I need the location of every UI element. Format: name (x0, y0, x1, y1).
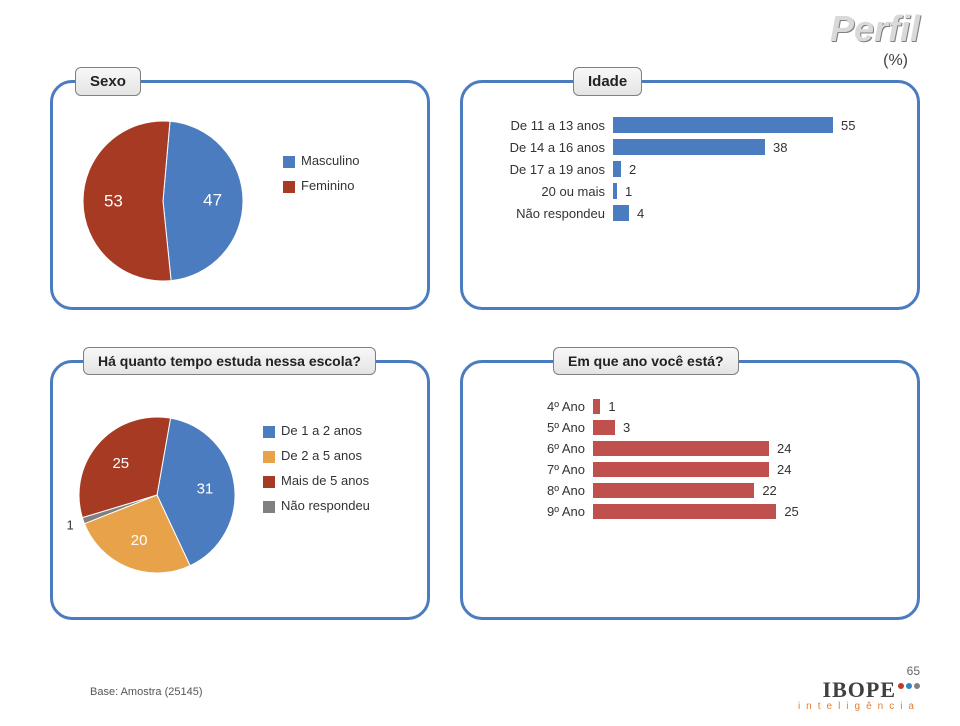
bar-label: 20 ou mais (483, 184, 613, 199)
page-subtitle: (%) (883, 52, 908, 70)
bar-row: 8º Ano 22 (523, 483, 877, 498)
pie-slice (83, 121, 171, 281)
bar-value: 1 (625, 184, 632, 199)
legend-item: De 2 a 5 anos (263, 448, 370, 463)
pie-value-label: 47 (203, 191, 222, 210)
legend-item: Masculino (283, 153, 360, 168)
panel-sexo-label: Sexo (75, 67, 141, 96)
bar-rect (613, 205, 629, 221)
panel-idade-label: Idade (573, 67, 642, 96)
bar-chart-ano: 4º Ano 1 5º Ano 3 6º Ano 24 7º Ano 24 8º Ano 22 9º… (523, 393, 877, 525)
bar-value: 22 (762, 483, 776, 498)
bar-value: 1 (608, 399, 615, 414)
bar-rect (593, 441, 769, 456)
legend-label: Mais de 5 anos (281, 473, 369, 488)
bar-label: De 11 a 13 anos (483, 118, 613, 133)
legend-swatch (283, 181, 295, 193)
legend-swatch (263, 426, 275, 438)
footer-logo: IBOPE inteligência (798, 677, 920, 712)
bar-value: 2 (629, 162, 636, 177)
panel-idade: Idade De 11 a 13 anos55De 14 a 16 anos38… (460, 80, 920, 310)
bar-rect (593, 504, 776, 519)
bar-row: 20 ou mais 1 (483, 183, 897, 199)
legend-swatch (283, 156, 295, 168)
bar-row: Não respondeu 4 (483, 205, 897, 221)
bar-value: 24 (777, 462, 791, 477)
panel-tempo-label: Há quanto tempo estuda nessa escola? (83, 347, 376, 375)
bar-row: De 17 a 19 anos 2 (483, 161, 897, 177)
legend-tempo: De 1 a 2 anos De 2 a 5 anos Mais de 5 anos… (263, 423, 370, 523)
legend-item: Mais de 5 anos (263, 473, 370, 488)
bar-rect (593, 399, 600, 414)
panel-ano-label: Em que ano você está? (553, 347, 739, 375)
legend-label: Feminino (301, 178, 354, 193)
page-number: 65 (907, 664, 920, 678)
bar-value: 4 (637, 206, 644, 221)
pie-chart-tempo: 31 20 1 25 (57, 395, 257, 595)
legend-item: Feminino (283, 178, 360, 193)
logo-dot-icon (906, 683, 912, 689)
page-title: Perfil (830, 8, 920, 50)
logo-dot-icon (898, 683, 904, 689)
bar-value: 3 (623, 420, 630, 435)
panel-ano: Em que ano você está? 4º Ano15º Ano36º A… (460, 360, 920, 620)
legend-label: Não respondeu (281, 498, 370, 513)
bar-row: 9º Ano 25 (523, 504, 877, 519)
logo-main-text: IBOPE (823, 677, 896, 702)
bar-row: De 11 a 13 anos 55 (483, 117, 897, 133)
bar-rect (613, 117, 833, 133)
bar-rect (593, 483, 754, 498)
legend-label: De 1 a 2 anos (281, 423, 362, 438)
bar-rect (613, 139, 765, 155)
bar-chart-idade: De 11 a 13 anos 55 De 14 a 16 anos 38 De 17 … (483, 111, 897, 227)
legend-label: Masculino (301, 153, 360, 168)
bar-label: 8º Ano (523, 483, 593, 498)
bar-label: De 17 a 19 anos (483, 162, 613, 177)
bar-value: 25 (784, 504, 798, 519)
pie-chart-sexo: 47 53 (63, 101, 263, 301)
legend-swatch (263, 501, 275, 513)
bar-row: De 14 a 16 anos 38 (483, 139, 897, 155)
pie-value-label: 31 (197, 481, 214, 498)
bar-value: 24 (777, 441, 791, 456)
footer-base-text: Base: Amostra (25145) (90, 686, 203, 698)
pie-value-label: 53 (104, 191, 123, 210)
pie-value-label: 20 (131, 532, 148, 549)
logo-sub-text: inteligência (798, 701, 920, 712)
bar-row: 6º Ano 24 (523, 441, 877, 456)
bar-rect (593, 462, 769, 477)
bar-rect (613, 161, 621, 177)
bar-label: 7º Ano (523, 462, 593, 477)
legend-item: Não respondeu (263, 498, 370, 513)
panel-sexo: Sexo 4753 MasculinoFeminino (50, 80, 430, 310)
legend-label: De 2 a 5 anos (281, 448, 362, 463)
legend-item: De 1 a 2 anos (263, 423, 370, 438)
bar-value: 38 (773, 140, 787, 155)
bar-label: De 14 a 16 anos (483, 140, 613, 155)
bar-row: 5º Ano 3 (523, 420, 877, 435)
pie-value-label: 1 (67, 517, 74, 532)
bar-row: 4º Ano 1 (523, 399, 877, 414)
pie-value-label: 25 (112, 455, 129, 472)
legend-swatch (263, 476, 275, 488)
bar-rect (613, 183, 617, 199)
panel-tempo: Há quanto tempo estuda nessa escola? 312… (50, 360, 430, 620)
bar-row: 7º Ano 24 (523, 462, 877, 477)
bar-rect (593, 420, 615, 435)
bar-label: 5º Ano (523, 420, 593, 435)
bar-label: Não respondeu (483, 206, 613, 221)
logo-dot-icon (914, 683, 920, 689)
bar-label: 6º Ano (523, 441, 593, 456)
bar-label: 9º Ano (523, 504, 593, 519)
legend-swatch (263, 451, 275, 463)
bar-label: 4º Ano (523, 399, 593, 414)
bar-value: 55 (841, 118, 855, 133)
legend-sexo: Masculino Feminino (283, 153, 360, 203)
